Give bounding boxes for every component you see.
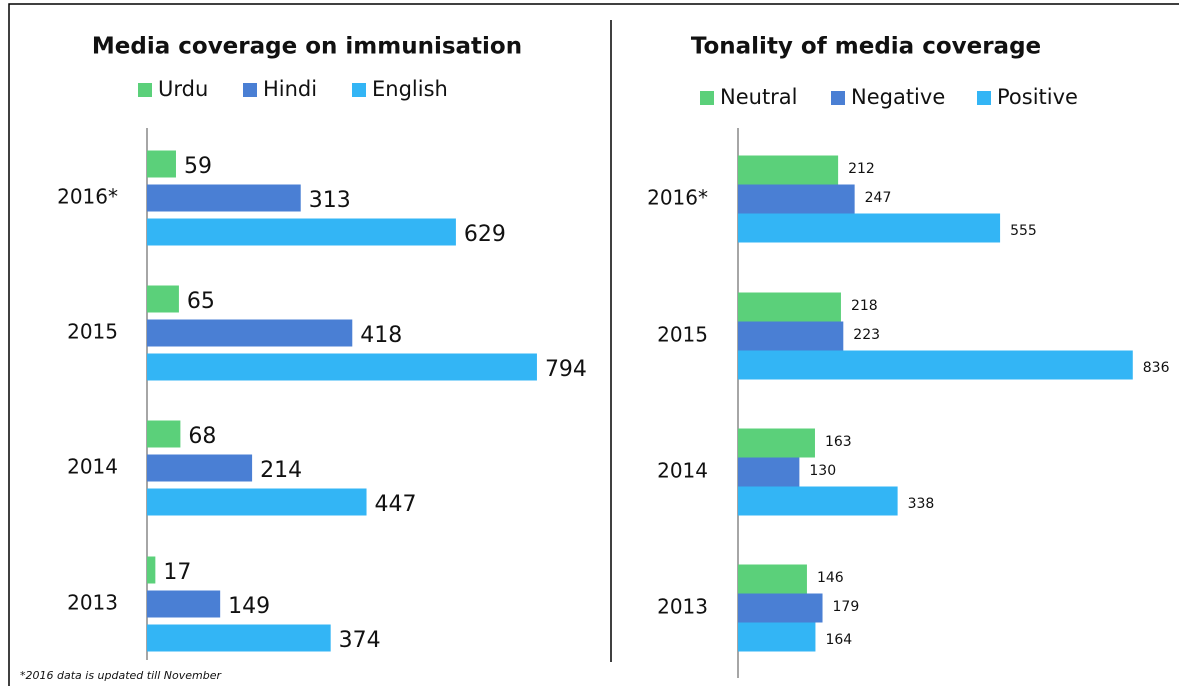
legend-label: Positive [997,85,1078,109]
data-label: 68 [188,424,216,449]
bar [738,593,823,623]
legend-swatch [243,83,257,97]
footnote: *2016 data is updated till November [20,669,222,682]
bar [147,285,179,313]
bar [738,321,844,351]
bar [147,488,367,516]
bar [147,150,176,178]
data-label: 164 [825,632,852,648]
legend-label: Hindi [263,77,317,101]
legend-swatch [700,91,714,105]
data-label: 65 [187,289,215,314]
y-tick-label: 2014 [657,459,708,483]
bar [147,319,353,347]
legend-label: English [372,77,448,101]
bar [147,420,181,448]
legend-swatch [352,83,366,97]
bar [738,622,816,652]
data-label: 179 [833,599,860,615]
legend-label: Urdu [158,77,208,101]
data-label: 146 [817,570,844,586]
data-label: 212 [848,161,875,177]
bar [147,590,221,618]
data-label: 149 [228,594,270,619]
data-label: 313 [309,188,351,213]
frame [8,3,1179,686]
bar [738,155,839,185]
data-label: 418 [360,323,402,348]
legend-label: Neutral [720,85,798,109]
bar [738,564,807,594]
data-label: 223 [853,327,880,343]
bar [738,213,1001,243]
bar [738,428,815,458]
data-label: 59 [184,154,212,179]
bar [147,624,331,652]
data-label: 163 [825,434,852,450]
bar [147,454,253,482]
y-tick-label: 2013 [657,595,708,619]
bar [738,184,855,214]
data-label: 130 [809,463,836,479]
bar [738,350,1133,380]
bar [147,353,537,381]
data-label: 214 [260,458,302,483]
data-label: 629 [464,222,506,247]
chart-title: Media coverage on immunisation [92,34,522,60]
legend-label: Negative [851,85,945,109]
data-label: 447 [375,492,417,517]
y-tick-label: 2015 [657,323,708,347]
data-label: 338 [908,496,935,512]
data-label: 794 [545,357,587,382]
legend-swatch [831,91,845,105]
bar [147,218,456,246]
legend-swatch [138,83,152,97]
bar [147,184,301,212]
y-tick-label: 2015 [67,320,118,344]
y-tick-label: 2016* [647,186,708,210]
chart-title: Tonality of media coverage [691,34,1041,60]
bar [738,292,841,322]
bar [738,457,800,487]
bar [738,486,898,516]
data-label: 555 [1010,223,1037,239]
data-label: 374 [339,628,381,653]
legend-swatch [977,91,991,105]
y-tick-label: 2014 [67,455,118,479]
data-label: 836 [1143,360,1170,376]
data-label: 247 [865,190,892,206]
data-label: 17 [163,560,191,585]
y-tick-label: 2016* [57,185,118,209]
y-tick-label: 2013 [67,591,118,615]
bar [147,556,156,584]
data-label: 218 [851,298,878,314]
